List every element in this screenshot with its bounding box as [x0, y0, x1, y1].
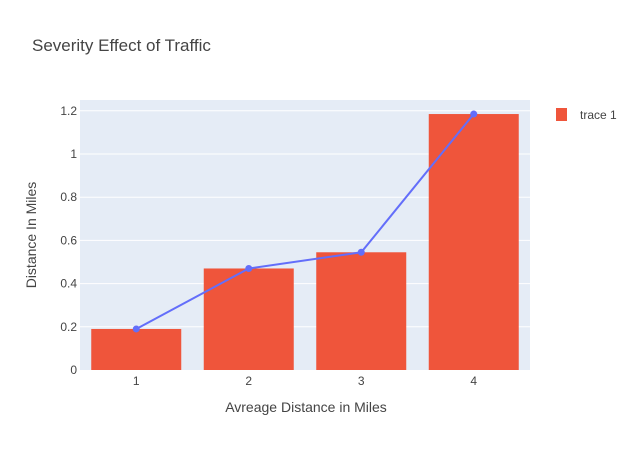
chart-title: Severity Effect of Traffic — [32, 36, 211, 55]
y-tick-label: 0.6 — [60, 233, 77, 247]
line-series — [132, 110, 478, 333]
y-tick-label: 0.4 — [60, 277, 77, 291]
bar[interactable] — [91, 328, 182, 370]
x-tick-label: 3 — [358, 374, 365, 388]
x-axis-ticks: 1 2 3 4 — [133, 374, 478, 388]
y-tick-label: 1 — [70, 147, 77, 161]
line-point[interactable] — [245, 264, 253, 272]
x-axis-title: Avreage Distance in Miles — [225, 399, 387, 415]
line-point[interactable] — [132, 325, 140, 333]
legend[interactable]: trace 1 — [556, 108, 617, 122]
bar-series — [91, 114, 519, 370]
y-tick-label: 0.8 — [60, 190, 77, 204]
bar[interactable] — [203, 268, 294, 370]
line-point[interactable] — [470, 110, 478, 118]
y-axis-ticks: 0 0.2 0.4 0.6 0.8 1 1.2 — [60, 104, 77, 377]
x-tick-label: 2 — [245, 374, 252, 388]
legend-swatch-trace-1[interactable] — [556, 108, 567, 121]
y-axis-title: Distance In Miles — [23, 182, 39, 289]
bar[interactable] — [316, 252, 407, 370]
x-tick-label: 1 — [133, 374, 140, 388]
y-tick-label: 0 — [70, 363, 77, 377]
bar[interactable] — [428, 114, 519, 370]
series-line — [135, 113, 475, 330]
legend-label-trace-1[interactable]: trace 1 — [580, 108, 617, 122]
x-tick-label: 4 — [470, 374, 477, 388]
y-tick-label: 0.2 — [60, 320, 77, 334]
y-tick-label: 1.2 — [60, 104, 77, 118]
line-point[interactable] — [357, 248, 365, 256]
